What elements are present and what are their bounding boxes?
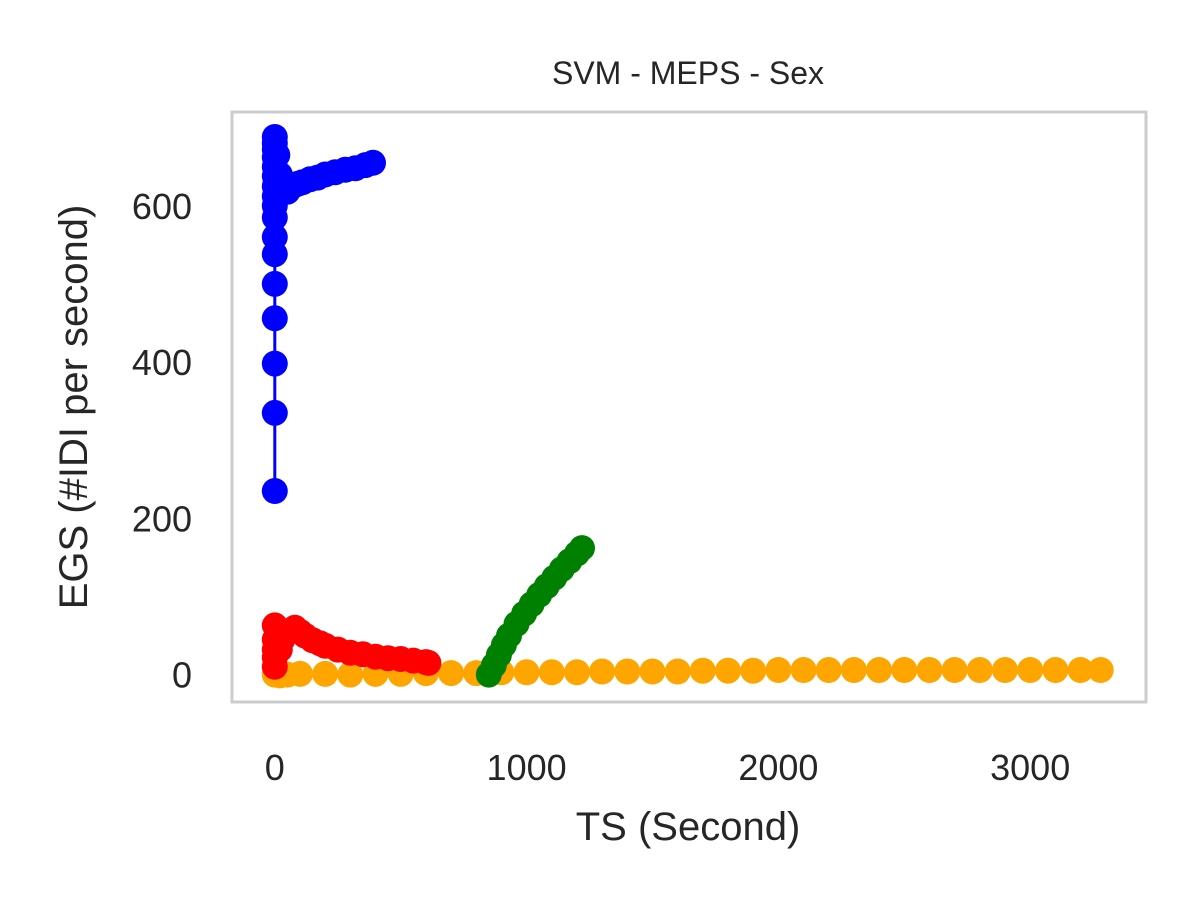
series-0-point-4 — [312, 660, 339, 687]
series-3-point-2 — [261, 350, 288, 377]
series-0-point-22 — [765, 657, 792, 683]
series-0-point-20 — [715, 657, 741, 684]
y-tick-labels: 0 200 400 600 — [132, 186, 192, 696]
series-0-point-5 — [337, 661, 364, 688]
series-0-point-23 — [790, 657, 817, 683]
chart-title: SVM - MEPS - Sex — [552, 55, 824, 91]
series-0-point-16 — [614, 658, 641, 685]
series-0-point-31 — [992, 657, 1018, 683]
series-3-point-4 — [261, 270, 288, 297]
y-axis-label: EGS (#IDI per second) — [52, 205, 96, 610]
series-3 — [261, 124, 386, 504]
series-0-point-24 — [815, 657, 842, 683]
series-0-point-32 — [1017, 657, 1044, 683]
series-0-point-18 — [664, 658, 691, 685]
series-0-point-35 — [1087, 657, 1114, 683]
series-0-point-13 — [538, 659, 565, 686]
x-tick-label: 2000 — [738, 747, 818, 788]
y-tick-label: 600 — [132, 186, 192, 227]
series-3-point-17 — [264, 142, 291, 168]
series-3-point-0 — [261, 478, 288, 504]
series-0-point-3 — [287, 660, 313, 687]
series-1-point-23 — [415, 649, 442, 676]
series-3-point-31 — [360, 149, 386, 176]
x-tick-label: 1000 — [487, 747, 567, 788]
plot-frame — [230, 110, 1148, 704]
series-0-point-34 — [1067, 657, 1094, 683]
series-2 — [475, 535, 595, 688]
series-1 — [261, 612, 442, 680]
series-0-point-33 — [1042, 657, 1069, 683]
series-0-point-27 — [891, 657, 918, 683]
y-tick-label: 200 — [132, 498, 192, 539]
series-3-point-6 — [261, 224, 288, 250]
series-group — [261, 124, 1114, 689]
series-0-point-19 — [689, 657, 716, 684]
series-0-point-26 — [866, 657, 893, 683]
series-3-point-1 — [261, 399, 288, 426]
series-0-point-29 — [941, 657, 968, 683]
x-tick-label: 3000 — [990, 747, 1070, 788]
series-0-point-25 — [840, 657, 867, 683]
x-tick-labels: 0 1000 2000 3000 — [265, 747, 1070, 788]
series-0-point-30 — [966, 657, 993, 683]
series-0-point-14 — [564, 659, 590, 686]
y-tick-label: 0 — [172, 655, 192, 696]
series-0-point-9 — [438, 660, 465, 687]
series-0 — [261, 657, 1114, 689]
series-0-point-12 — [513, 659, 540, 686]
plot-area: 0 1000 2000 3000 0 200 400 600 — [132, 110, 1148, 788]
x-tick-label: 0 — [265, 747, 285, 788]
series-3-point-3 — [261, 305, 288, 332]
series-2-point-14 — [569, 535, 595, 562]
series-0-point-15 — [589, 658, 616, 685]
series-0-point-21 — [740, 657, 767, 684]
series-0-point-28 — [916, 657, 943, 683]
series-0-point-17 — [639, 658, 666, 685]
x-axis-label: TS (Second) — [576, 805, 801, 849]
y-tick-label: 400 — [132, 342, 192, 383]
